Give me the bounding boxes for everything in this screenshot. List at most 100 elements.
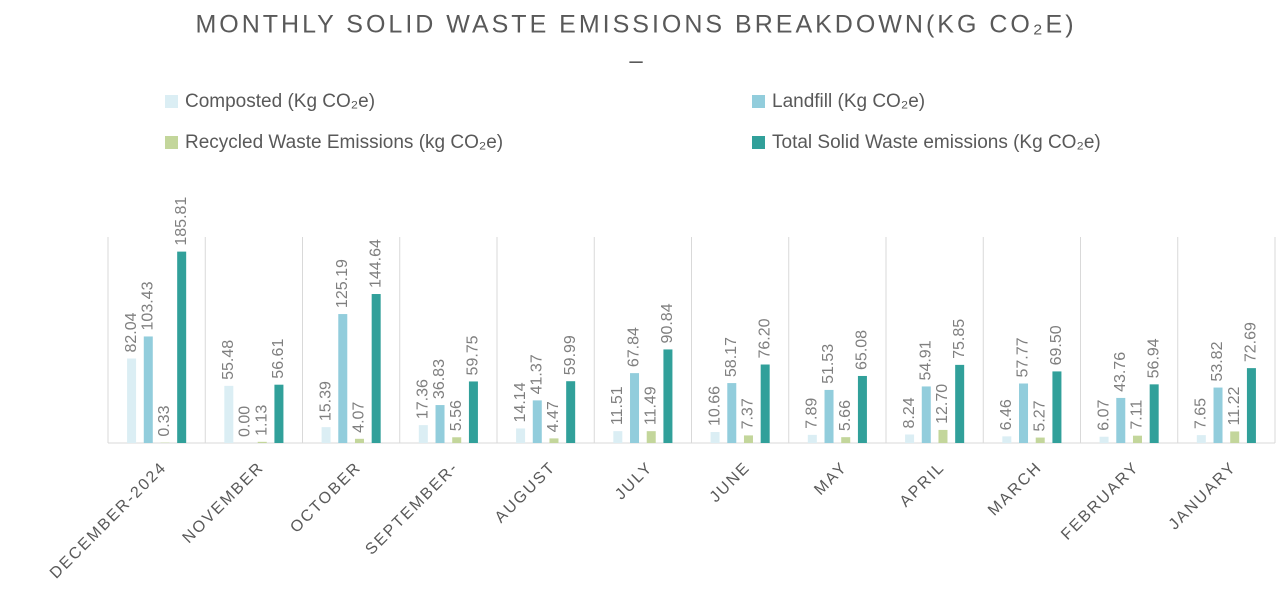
legend-label: Total Solid Waste emissions (Kg CO₂e) [772,132,1101,153]
x-tick-label: MARCH [985,459,1046,520]
value-label: 76.20 [756,318,773,358]
bar [532,400,542,443]
bar [1246,368,1256,443]
bar [646,431,656,443]
bar [1019,383,1029,443]
bar [338,314,348,443]
legend-label: Composted (Kg CO₂e) [185,91,375,112]
bar [566,381,576,443]
bar [841,437,851,443]
bar [1099,436,1109,443]
value-label: 54.91 [917,340,934,380]
value-label: 8.24 [901,397,918,428]
bar [1052,371,1062,443]
value-label: 7.89 [804,398,821,429]
bar [516,428,526,443]
chart-title: MONTHLY SOLID WASTE EMISSIONS BREAKDOWN(… [195,11,1076,39]
value-label: 125.19 [334,259,351,308]
bar [418,425,428,443]
value-label: 12.70 [934,384,951,424]
value-label: 56.61 [270,339,287,379]
bar [613,431,623,443]
value-label: 14.14 [512,382,529,422]
legend-label: Recycled Waste Emissions (kg CO₂e) [185,132,503,153]
bar [710,432,720,443]
value-label: 144.64 [367,239,384,288]
x-tick-label: JUNE [707,459,754,506]
x-tick-label: AUGUST [492,459,560,527]
value-label: 43.76 [1112,352,1129,392]
bar [743,435,753,443]
bar [177,251,187,443]
bar [435,405,445,443]
value-label: 4.47 [545,401,562,432]
value-label: 82.04 [123,312,140,352]
bar [1230,431,1240,443]
bar [1035,437,1045,443]
bar [321,427,331,443]
bar [549,438,559,443]
bar [1149,384,1159,443]
x-tick-label: APRIL [897,459,949,511]
value-label: 5.56 [448,400,465,431]
x-tick-label: JANUARY [1166,459,1241,534]
x-tick-label: SEPTEMBER- [362,459,462,559]
bar [938,429,948,443]
bar [760,364,770,443]
value-label: 17.36 [415,379,432,419]
bar [921,386,931,443]
bar [807,434,817,443]
bar [824,389,834,443]
legend-swatch [165,136,178,149]
value-label: 185.81 [173,197,190,246]
value-label: 0.33 [156,405,173,436]
value-label: 11.51 [609,386,626,425]
x-tick-label: MAY [811,459,851,499]
value-label: 5.27 [1031,400,1048,431]
bar [1002,436,1012,443]
value-label: 58.17 [723,337,740,377]
value-label: 67.84 [626,327,643,367]
bar [354,438,364,443]
bar [1116,397,1126,443]
x-tick-label: DECEMBER-2024 [47,459,170,582]
chart-subtitle: – [629,47,643,74]
value-label: 41.37 [528,354,545,394]
value-label: 55.48 [220,340,237,380]
value-label: 15.39 [317,381,334,421]
value-label: 51.53 [820,344,837,384]
x-tick-label: FEBRUARY [1058,459,1143,544]
value-label: 7.11 [1129,400,1146,430]
bar [905,434,915,443]
bar [1213,387,1223,443]
legend-swatch [165,95,178,108]
bar [630,373,640,443]
value-label: 59.99 [562,335,579,375]
x-tick-label: NOVEMBER [180,459,268,547]
value-label: 90.84 [659,303,676,343]
value-label: 57.77 [1015,337,1032,377]
value-label: 10.66 [706,386,723,426]
legend-swatch [752,95,765,108]
value-label: 7.65 [1193,398,1210,429]
x-tick-label: JULY [612,459,657,504]
bar [468,381,478,443]
value-label: 0.00 [237,406,254,437]
bar [663,349,673,443]
value-label: 103.43 [139,281,156,330]
bar [257,441,267,443]
legend-swatch [752,136,765,149]
value-label: 5.66 [837,400,854,431]
value-label: 4.07 [351,402,368,433]
value-label: 69.50 [1048,325,1065,365]
bar [143,336,153,443]
value-label: 72.69 [1243,322,1260,362]
value-label: 75.85 [951,319,968,359]
bar [371,294,381,443]
value-label: 1.13 [253,405,270,436]
value-label: 6.07 [1095,400,1112,431]
value-label: 6.46 [998,399,1015,430]
value-label: 36.83 [431,359,448,399]
bar [727,383,737,443]
